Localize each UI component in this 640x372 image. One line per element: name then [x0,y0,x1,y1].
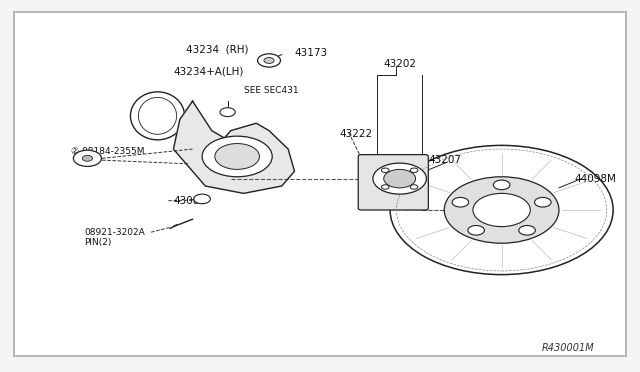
Text: 43222: 43222 [339,129,372,139]
Circle shape [468,225,484,235]
Circle shape [473,193,531,227]
Circle shape [390,145,613,275]
Circle shape [194,194,211,204]
Text: 43173: 43173 [294,48,328,58]
Circle shape [220,108,236,116]
Circle shape [202,136,272,177]
Text: SEE SEC431: SEE SEC431 [244,86,298,94]
Circle shape [381,168,389,173]
Circle shape [381,185,389,189]
Circle shape [493,180,510,190]
Text: R430001M: R430001M [541,343,594,353]
Polygon shape [173,101,294,193]
Circle shape [444,177,559,243]
Ellipse shape [131,92,184,140]
FancyBboxPatch shape [14,13,626,356]
Circle shape [264,58,274,63]
Text: 43207: 43207 [428,155,461,165]
Text: 08921-3202A
PIN(2): 08921-3202A PIN(2) [84,228,145,247]
Circle shape [410,168,418,173]
Circle shape [534,198,551,207]
Text: 43234+A(LH): 43234+A(LH) [173,67,244,77]
Text: 43202: 43202 [384,59,417,69]
Circle shape [373,163,426,194]
Circle shape [452,198,468,207]
Circle shape [410,185,418,189]
FancyBboxPatch shape [358,155,428,210]
Circle shape [83,155,93,161]
Text: 44098M: 44098M [575,174,617,184]
Circle shape [257,54,280,67]
Circle shape [384,169,415,188]
Circle shape [74,150,101,166]
Circle shape [519,225,536,235]
Text: 43084: 43084 [173,196,207,206]
Circle shape [215,144,259,169]
Text: ② 08184-2355M
   (8): ② 08184-2355M (8) [72,147,145,166]
Text: 43234  (RH): 43234 (RH) [186,44,249,54]
Ellipse shape [138,97,177,134]
